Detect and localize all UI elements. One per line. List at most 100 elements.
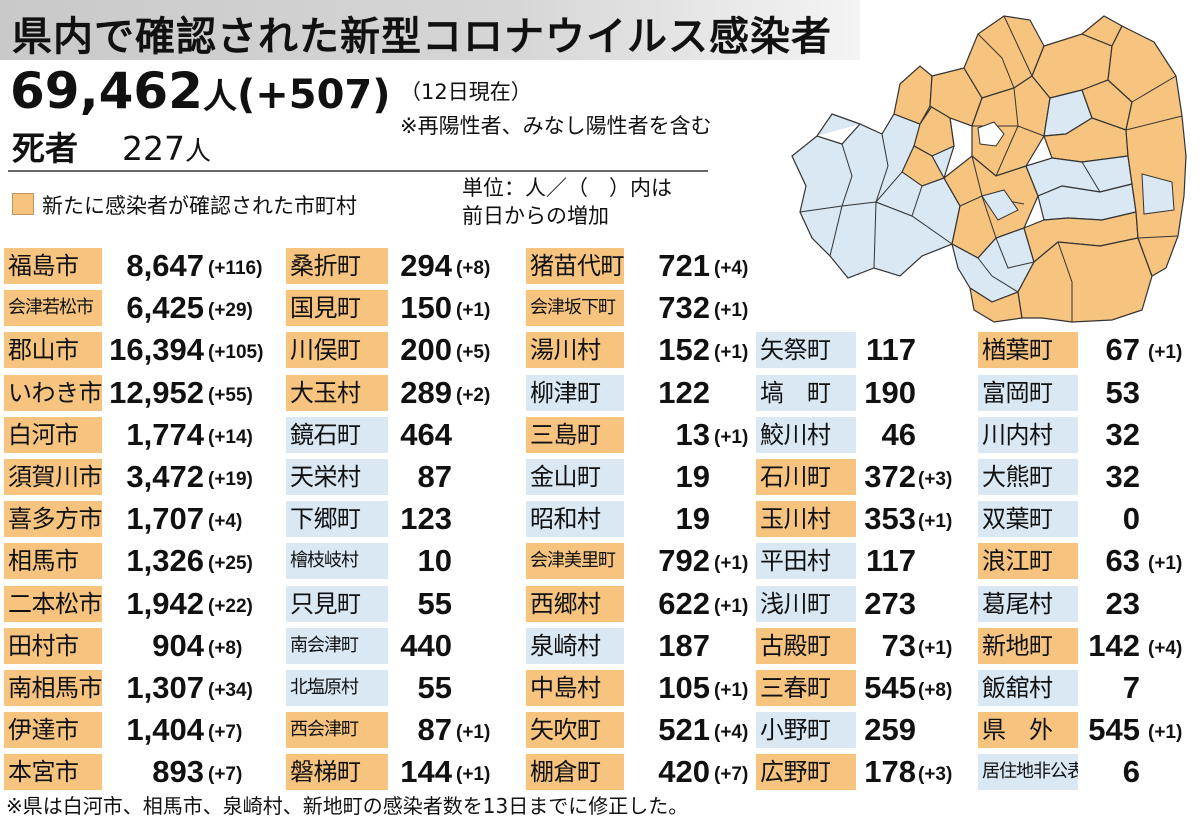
map-region-tomioka-blue xyxy=(1037,183,1137,221)
case-count: 8,647 xyxy=(126,248,204,283)
municipality-row: 田村市 904 (+8) xyxy=(4,627,278,664)
municipality-row: 天栄村 87 xyxy=(286,459,526,495)
case-count: 187 xyxy=(658,627,710,663)
municipality-name: 西会津町 xyxy=(286,712,388,749)
municipality-row: 浅川町 273 xyxy=(756,585,988,622)
case-count: 6 xyxy=(1122,754,1140,790)
municipality-name: 桑折町 xyxy=(286,248,388,284)
case-count: 273 xyxy=(864,585,916,621)
municipality-row: 伊達市 1,404 (+7) xyxy=(4,712,278,749)
municipality-row: 新地町 142 (+4) xyxy=(978,627,1200,664)
case-increase: (+14) xyxy=(208,426,253,448)
municipality-name: 大玉村 xyxy=(286,374,388,411)
municipality-row: 中島村 105 (+1) xyxy=(526,670,784,706)
municipality-name: 広野町 xyxy=(756,754,856,791)
municipality-name: 只見町 xyxy=(286,585,388,622)
municipality-row: いわき市 12,952 (+55) xyxy=(4,374,278,411)
municipality-row: 川内村 32 xyxy=(978,416,1200,453)
municipality-name: 塙 町 xyxy=(756,374,856,411)
deaths: 死者 227人 xyxy=(12,122,211,170)
case-increase: (+7) xyxy=(208,722,243,744)
municipality-row: 南相馬市 1,307 (+34) xyxy=(4,670,278,706)
municipality-row: 古殿町 73 (+1) xyxy=(756,627,988,664)
case-count: 63 xyxy=(1105,543,1140,579)
municipality-row: 県 外 545 (+1) xyxy=(978,712,1200,749)
unit-note: 単位：人／（ ）内は 前日からの増加 xyxy=(462,174,672,230)
case-increase: (+4) xyxy=(714,258,749,279)
municipality-row: 国見町 150 (+1) xyxy=(286,290,526,327)
deaths-unit: 人 xyxy=(185,137,212,167)
municipality-name: 猪苗代町 xyxy=(526,248,624,284)
case-count: 12,952 xyxy=(109,374,204,410)
municipality-name: 古殿町 xyxy=(756,627,856,664)
case-count: 122 xyxy=(658,374,710,410)
map-region-coast xyxy=(1107,25,1187,277)
municipality-name: 川俣町 xyxy=(286,332,388,369)
municipality-row: 大熊町 32 xyxy=(978,459,1200,495)
case-count: 87 xyxy=(417,712,452,748)
case-count: 440 xyxy=(400,627,452,663)
case-increase: (+8) xyxy=(918,680,953,701)
municipality-name: 川内村 xyxy=(978,416,1078,453)
municipality-name: 会津美里町 xyxy=(526,543,624,580)
municipality-row: 郡山市 16,394 (+105) xyxy=(4,332,278,369)
municipality-row: 福島市 8,647 (+116) xyxy=(4,248,278,284)
case-increase: (+19) xyxy=(208,469,253,490)
case-count: 200 xyxy=(400,332,452,368)
municipality-row: 会津若松市 6,425 (+29) xyxy=(4,290,278,327)
municipality-name: 福島市 xyxy=(4,248,102,284)
municipality-name: 天栄村 xyxy=(286,459,388,495)
case-count: 1,942 xyxy=(126,585,204,621)
case-count: 19 xyxy=(675,501,710,537)
case-count: 1,326 xyxy=(126,543,204,579)
municipality-row: 塙 町 190 xyxy=(756,374,988,411)
municipality-row: 川俣町 200 (+5) xyxy=(286,332,526,369)
municipality-row: 居住地非公表 6 xyxy=(978,754,1200,791)
municipality-row: 楢葉町 67 (+1) xyxy=(978,332,1200,369)
case-count: 904 xyxy=(152,627,204,663)
municipality-name: いわき市 xyxy=(4,374,102,411)
case-increase: (+1) xyxy=(714,300,749,322)
municipality-row: 檜枝岐村 10 xyxy=(286,543,526,580)
case-increase: (+1) xyxy=(714,342,749,364)
case-count: 55 xyxy=(417,585,452,621)
case-increase: (+1) xyxy=(456,722,491,744)
municipality-row: 喜多方市 1,707 (+4) xyxy=(4,501,278,538)
municipality-name: 居住地非公表 xyxy=(978,754,1078,791)
municipality-row: 西会津町 87 (+1) xyxy=(286,712,526,749)
map-region-east-blue xyxy=(1141,173,1175,215)
municipality-name: 葛尾村 xyxy=(978,585,1078,622)
municipality-name: 伊達市 xyxy=(4,712,102,749)
case-count: 464 xyxy=(400,416,452,452)
case-increase: (+1) xyxy=(714,680,749,701)
unit-note-line: 単位：人／（ ）内は xyxy=(462,176,672,200)
case-count: 3,472 xyxy=(126,459,204,494)
unit-note-line: 前日からの増加 xyxy=(462,204,609,228)
case-count: 144 xyxy=(400,754,452,790)
case-count: 721 xyxy=(658,248,710,283)
case-increase: (+55) xyxy=(208,384,253,406)
case-count: 893 xyxy=(152,754,204,790)
footnote: ※県は白河市、相馬市、泉崎村、新地町の感染者数を13日までに修正した。 xyxy=(6,794,689,817)
municipality-row: 南会津町 440 xyxy=(286,627,526,664)
municipality-name: 二本松市 xyxy=(4,585,102,622)
case-increase: (+29) xyxy=(208,300,253,322)
case-count: 732 xyxy=(658,290,710,326)
municipality-row: 白河市 1,774 (+14) xyxy=(4,416,278,453)
municipality-name: 南会津町 xyxy=(286,627,388,664)
case-increase: (+22) xyxy=(208,595,253,617)
case-count: 16,394 xyxy=(109,332,204,368)
municipality-row: 三春町 545 (+8) xyxy=(756,670,988,706)
case-count: 55 xyxy=(417,670,452,705)
municipality-name: 柳津町 xyxy=(526,374,624,411)
municipality-name: 金山町 xyxy=(526,459,624,495)
municipality-name: 小野町 xyxy=(756,712,856,749)
case-increase: (+1) xyxy=(714,553,749,575)
total-count: 69,462 xyxy=(10,62,203,120)
municipality-name: 檜枝岐村 xyxy=(286,543,388,580)
case-count: 73 xyxy=(881,627,916,663)
case-count: 123 xyxy=(400,501,452,537)
municipality-name: 棚倉町 xyxy=(526,754,624,791)
municipality-row: 只見町 55 xyxy=(286,585,526,622)
case-count: 117 xyxy=(865,332,916,368)
